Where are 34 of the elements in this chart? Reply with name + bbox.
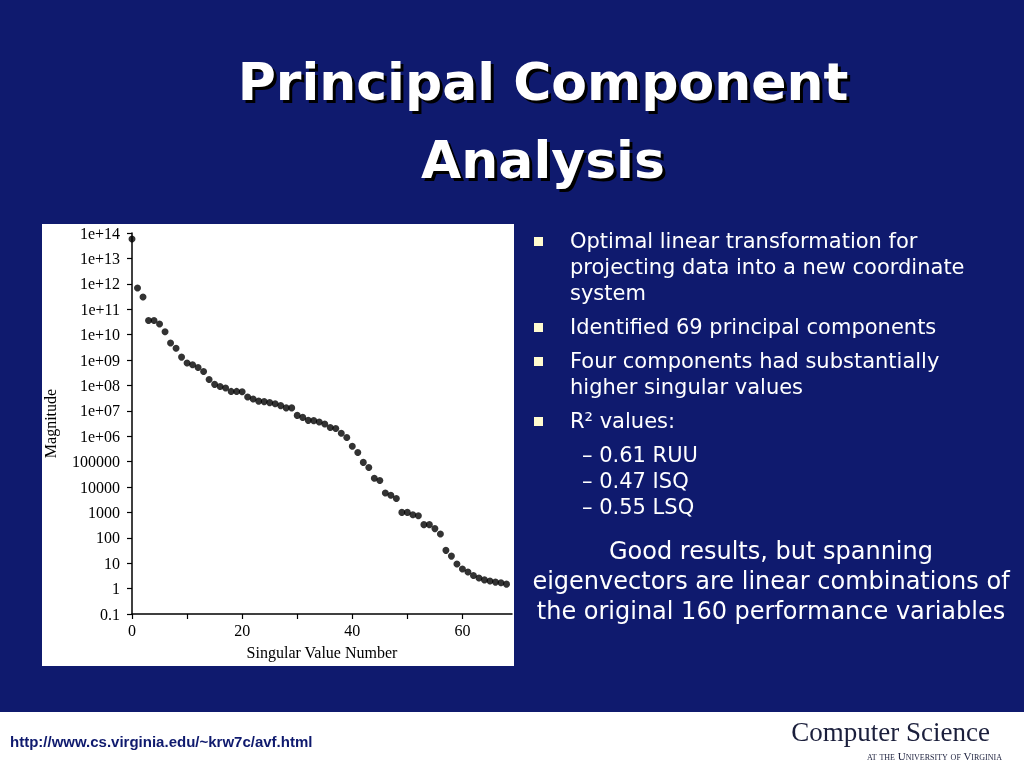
y-axis-title: Magnitude [41,388,60,459]
y-tick-label: 1e+09 [79,351,120,369]
text: Good results, but spanning eigenvectors are linear combinations of the original 160 performance variables [531,536,1012,626]
text: Four components had substantially higher singular values [570,349,940,399]
chart-title: Principal Component Analysis [236,51,850,192]
y-tick-label: 1e+08 [79,376,120,394]
y-tick-label: 1e+13 [79,249,120,267]
text: – 0.55 LSQ [581,494,696,520]
y-tick-label: 10000 [80,478,120,496]
x-tick-label: 20 [234,621,251,639]
text: – 0.61 RUU [581,442,699,468]
y-tick-label: 1e+10 [79,326,120,344]
y-tick-label: 1e+06 [79,427,120,445]
y-tick-label: 100000 [72,453,120,471]
text: Identified 69 principal components [570,315,937,339]
y-tick-label: 1e+07 [79,402,120,420]
text: Optimal linear transformation for projecting data into a new coordinate system [570,229,965,305]
text: at the University of Virginia [866,750,1002,762]
x-tick-label: 40 [344,621,361,639]
y-tick-label: 1e+12 [79,275,120,293]
x-tick-label: 60 [454,621,471,639]
y-tick-label: 100 [96,529,120,547]
text: – 0.47 ISQ [581,468,690,494]
y-tick-label: 0.1 [100,605,120,623]
y-tick-label: 1 [112,580,120,598]
text: Computer Science [791,717,990,748]
x-axis-title: Singular Value Number [246,643,399,662]
text: http://www.cs.virginia.edu/~krw7c/avf.html [10,733,313,750]
y-tick-label: 1000 [88,503,120,521]
y-tick-label: 1e+11 [80,300,120,318]
text: R² values: [570,409,676,433]
x-tick-label: 0 [128,621,136,639]
y-tick-label: 10 [104,554,120,572]
y-tick-label: 1e+14 [79,224,120,242]
